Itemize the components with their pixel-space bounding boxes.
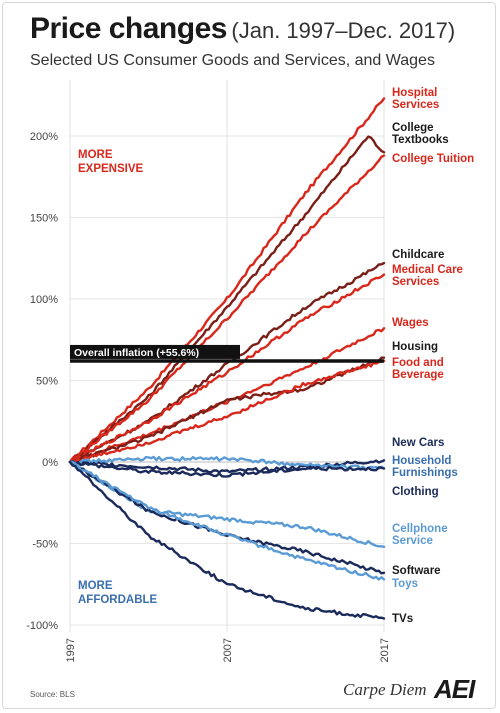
y-tick-label-0: 0%	[42, 457, 58, 469]
y-tick-label-200: 200%	[30, 131, 58, 143]
x-tick-label-2007: 2007	[222, 638, 234, 662]
series-label-clothing-line-1: Clothing	[392, 486, 439, 498]
series-label-cellphone-service-line-2: Service	[392, 535, 433, 547]
series-line-clothing	[68, 460, 386, 478]
series-label-toys-line-1: Toys	[392, 578, 418, 590]
y-tick-label-50: 50%	[36, 376, 58, 388]
series-line-toys	[68, 460, 386, 581]
series-label-cellphone-service-line-1: Cellphone	[392, 523, 448, 535]
series-line-medical-care-services	[68, 273, 386, 464]
series-label-childcare-line-1: Childcare	[392, 249, 444, 261]
series-label-medical-care-services-line-2: Services	[392, 276, 439, 288]
series-label-college-tuition-line-1: College Tuition	[392, 153, 474, 165]
series-line-college-tuition	[68, 154, 386, 464]
series-label-new-cars-line-1: New Cars	[392, 437, 444, 449]
series-label-household-furnishings-line-2: Furnishings	[392, 467, 458, 479]
series-label-hospital-services-line-2: Services	[392, 99, 439, 111]
y-tick-label-100: 100%	[30, 294, 58, 306]
y-tick-label-50: -50%	[32, 539, 58, 551]
series-line-tvs	[68, 460, 386, 620]
series-label-food-and-beverage-line-2: Beverage	[392, 369, 444, 381]
series-line-hospital-services	[68, 97, 386, 464]
chart-subtitle: Selected US Consumer Goods and Services,…	[30, 52, 435, 69]
annotation-more-affordable-line-1: MORE	[78, 580, 113, 592]
annotation-more-expensive-line-1: MORE	[78, 149, 113, 161]
series-line-housing	[68, 356, 386, 464]
series-label-household-furnishings-line-1: Household	[392, 455, 451, 467]
series-label-hospital-services-line-1: Hospital	[392, 87, 437, 99]
y-tick-label-150: 150%	[30, 213, 58, 225]
source-note: Source: BLS	[30, 690, 75, 699]
annotation-more-affordable-line-2: AFFORDABLE	[78, 594, 158, 606]
chart-frame	[2, 2, 496, 709]
aei-logo: AEI	[433, 674, 477, 704]
brand-name: Carpe Diem	[343, 680, 427, 699]
x-tick-label-2017: 2017	[379, 638, 391, 662]
inflation-label-box	[70, 344, 240, 359]
series-label-wages-line-1: Wages	[392, 317, 429, 329]
series-label-tvs-line-1: TVs	[392, 613, 413, 625]
series-line-food-and-beverage	[68, 359, 386, 464]
series-label-college-textbooks-line-2: Textbooks	[392, 134, 449, 146]
annotation-more-expensive-line-2: EXPENSIVE	[78, 163, 144, 175]
series-line-software	[68, 460, 386, 575]
series-label-software-line-1: Software	[392, 565, 441, 577]
x-tick-label-1997: 1997	[65, 638, 77, 662]
series-label-housing-line-1: Housing	[392, 341, 438, 353]
series-line-wages	[68, 327, 386, 464]
series-label-food-and-beverage-line-1: Food and	[392, 357, 444, 369]
series-line-college-textbooks	[68, 135, 386, 464]
series-line-household-furnishings	[68, 455, 386, 471]
y-tick-label-100: -100%	[26, 620, 58, 632]
series-label-medical-care-services-line-1: Medical Care	[392, 264, 463, 276]
aei-logo-text: AEI	[433, 674, 476, 704]
chart-title: Price changes (Jan. 1997–Dec. 2017)	[30, 14, 455, 44]
chart-title-main: Price changes	[30, 12, 227, 45]
series-label-college-textbooks-line-1: College	[392, 122, 434, 134]
chart-title-range: (Jan. 1997–Dec. 2017)	[231, 18, 456, 43]
inflation-label: Overall inflation (+55.6%)	[74, 347, 199, 359]
